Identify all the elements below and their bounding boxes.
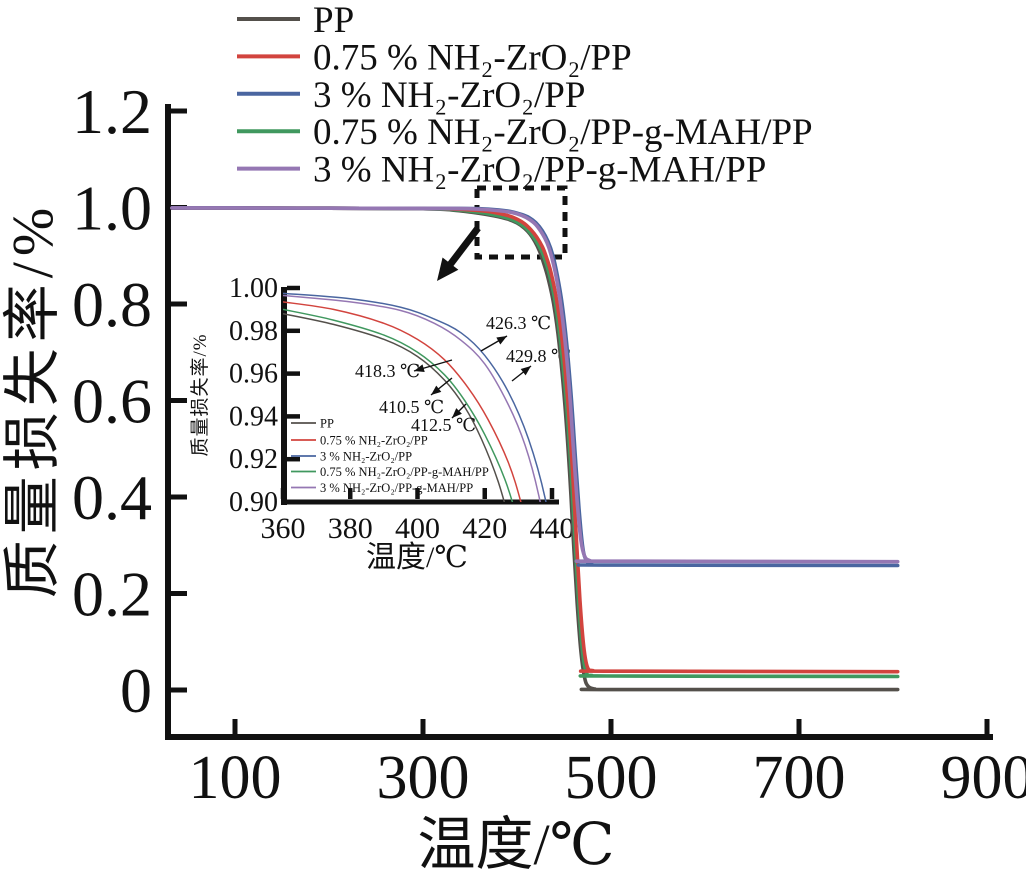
inset-curves	[283, 292, 547, 502]
x-axis-title: 温度/℃	[418, 812, 615, 877]
legend-label: PP	[313, 0, 354, 41]
annotation-arrow-head	[431, 385, 442, 395]
y-tick-label: 0.8	[72, 269, 152, 340]
inset-y-tick-label: 0.94	[229, 401, 278, 432]
inset-y-axis-title: 质量损失率/%	[189, 333, 211, 456]
inset-curve	[283, 308, 514, 502]
inset-curve	[283, 301, 522, 502]
zoom-arrow-line	[443, 225, 481, 273]
y-tick-label: 1.2	[72, 76, 152, 147]
main-curve	[170, 206, 900, 679]
legend-label: 0.75 % NH₂-ZrO₂/PP	[313, 37, 632, 78]
inset-legend-label: 3 % NH₂-ZrO₂/PP-g-MAH/PP	[320, 481, 473, 495]
inset-x-tick-label: 380	[328, 512, 373, 545]
annotation-arrow-head	[452, 408, 462, 418]
y-tick-label: 0.6	[72, 366, 152, 437]
y-tick-label: 0	[120, 655, 152, 726]
y-tick-label: 1.0	[72, 173, 152, 244]
legend-label: 3 % NH₂-ZrO₂/PP	[313, 75, 585, 116]
inset-y-tick-label: 0.90	[229, 487, 278, 518]
main-curve	[170, 206, 900, 674]
inset-legend-label: 0.75 % NH₂-ZrO₂/PP-g-MAH/PP	[320, 465, 489, 479]
inset-legend-label: 0.75 % NH₂-ZrO₂/PP	[320, 434, 428, 448]
x-tick-label: 500	[565, 744, 658, 812]
x-tick-label: 900	[941, 744, 1026, 812]
inset-curve	[283, 292, 547, 502]
inset-curve	[283, 294, 541, 502]
annotation-arrow-head	[520, 366, 531, 376]
main-series	[170, 206, 900, 692]
annotation-arrow-head	[414, 364, 425, 373]
main-curve	[170, 206, 900, 564]
main-axes: 1.2 1.0 0.8 0.6 0.4 0.2 0 100 300 500 700 900	[72, 76, 1026, 812]
inset-x-axis-title: 温度/℃	[366, 541, 468, 574]
inset-curve	[283, 312, 506, 502]
x-tick-label: 300	[377, 744, 470, 812]
legend-label: 0.75 % NH₂-ZrO₂/PP-g-MAH/PP	[313, 112, 813, 153]
inset-y-tick-label: 0.98	[229, 316, 278, 347]
inset-x-tick-label: 360	[261, 512, 306, 545]
onset-temperature-label: 418.3 ℃	[355, 361, 420, 381]
inset-legend-label: PP	[320, 417, 334, 431]
x-tick-label: 100	[189, 744, 282, 812]
annotation-arrow-head	[496, 336, 507, 345]
inset-y-tick-label: 0.92	[229, 444, 278, 475]
onset-temperature-label: 426.3 ℃	[486, 313, 551, 333]
inset-y-tick-label: 1.00	[229, 273, 278, 304]
zoom-region-box	[474, 185, 568, 260]
inset-x-tick-label: 420	[462, 512, 507, 545]
inset-y-tick-label: 0.96	[229, 359, 278, 390]
inset-x-tick-label: 400	[395, 512, 440, 545]
main-curve	[170, 206, 900, 692]
legend-label: 3 % NH₂-ZrO₂/PP-g-MAH/PP	[313, 150, 766, 191]
zoom-arrow-head	[437, 257, 459, 281]
main-legend: PP0.75 % NH₂-ZrO₂/PP3 % NH₂-ZrO₂/PP0.75 …	[237, 0, 813, 191]
onset-temperature-label: 429.8 ℃	[506, 346, 571, 366]
onset-temperature-label: 412.5 ℃	[411, 415, 476, 435]
inset-legend-label: 3 % NH₂-ZrO₂/PP	[320, 450, 412, 464]
x-tick-label: 700	[753, 744, 846, 812]
onset-temperature-label: 410.5 ℃	[379, 397, 444, 417]
y-tick-label: 0.4	[72, 462, 152, 533]
zoom-callout	[437, 185, 568, 281]
inset-x-tick-label: 440	[530, 512, 575, 545]
y-tick-label: 0.2	[72, 559, 152, 630]
y-axis-title: 质量损失率/%	[0, 202, 65, 598]
